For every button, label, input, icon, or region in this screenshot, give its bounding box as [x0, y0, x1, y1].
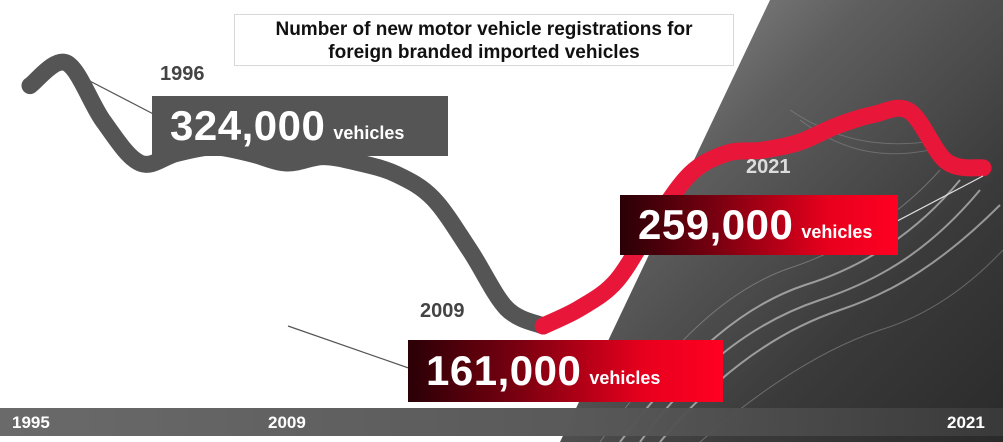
- data-point-2011: [616, 280, 617, 281]
- annotation-callout-1996: 324,000 vehicles: [152, 96, 448, 156]
- data-point-2020: [946, 161, 947, 162]
- x-tick-label-1995: 1995: [12, 413, 50, 432]
- data-point-2021: [983, 167, 984, 168]
- annotation-year-2021: 2021: [746, 156, 791, 178]
- data-point-1995: [30, 85, 31, 86]
- data-point-2018: [873, 114, 874, 115]
- data-point-1997: [103, 121, 104, 122]
- series-line-2009-2021: [534, 99, 992, 335]
- leader-line-1996: [54, 62, 166, 121]
- x-tick-label-2009: 2009: [268, 413, 306, 432]
- data-point-2003: [323, 156, 324, 157]
- data-point-2009: [543, 326, 544, 327]
- annotation-year-1996: 1996: [160, 63, 205, 85]
- annotation-value-2009: 161,000: [426, 347, 582, 394]
- annotation-callout-2021: 259,000 vehicles: [620, 195, 898, 255]
- chart-title-line-2: foreign branded imported vehicles: [328, 42, 640, 63]
- chart-title-line-1: Number of new motor vehicle registration…: [275, 19, 693, 40]
- data-point-2015: [763, 150, 764, 151]
- data-point-2019: [909, 111, 910, 112]
- data-point-2005: [396, 174, 397, 175]
- data-point-2002: [286, 163, 287, 164]
- x-axis-bar: [0, 408, 1003, 436]
- data-point-2017: [836, 125, 837, 126]
- annotation-unit-1996: vehicles: [333, 122, 405, 143]
- leader-line-2009: [287, 325, 421, 373]
- data-point-1996: [66, 63, 67, 64]
- data-point-2004: [359, 163, 360, 164]
- data-point-2006: [433, 198, 434, 199]
- annotation-unit-2021: vehicles: [801, 221, 873, 242]
- data-point-2013: [689, 174, 690, 175]
- annotation-unit-2009: vehicles: [589, 367, 661, 388]
- data-point-2014: [726, 153, 727, 154]
- data-point-2008: [506, 308, 507, 309]
- annotation-value-2021: 259,000: [638, 201, 794, 248]
- data-point-2010: [579, 308, 580, 309]
- series-line-1995-2009: [21, 53, 552, 335]
- data-point-2007: [469, 250, 470, 251]
- annotation-value-1996: 324,000: [170, 102, 326, 149]
- x-tick-label-2021: 2021: [947, 413, 985, 432]
- chart-title: Number of new motor vehicle registration…: [234, 14, 734, 66]
- data-point-1998: [139, 163, 140, 164]
- annotation-callout-2009: 161,000 vehicles: [408, 340, 723, 402]
- data-point-2016: [799, 142, 800, 143]
- annotation-year-2009: 2009: [420, 300, 465, 322]
